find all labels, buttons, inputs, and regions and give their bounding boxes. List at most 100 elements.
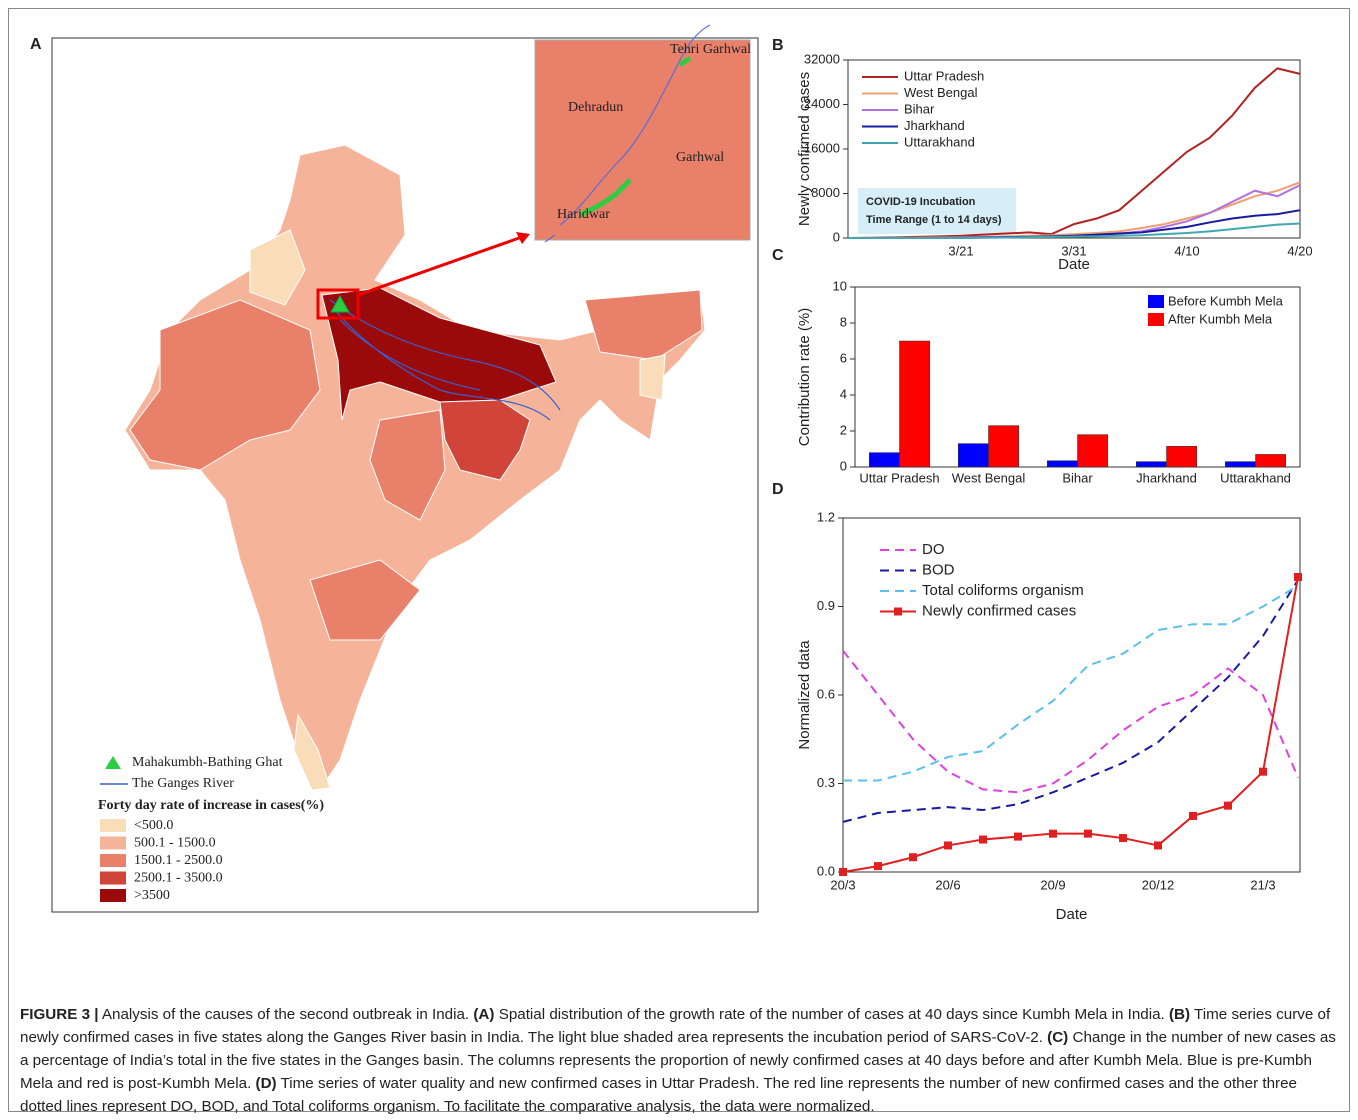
y-tick-label: 8 [840,314,847,329]
y-axis-label: Contribution rate (%) [796,308,813,446]
x-tick-label: Jharkhand [1136,470,1197,485]
caption: FIGURE 3 | Analysis of the causes of the… [20,1003,1338,1118]
inset-map [534,39,751,241]
y-tick-label: 0.3 [817,775,835,790]
point [979,835,987,844]
annotation: Time Range (1 to 14 days) [866,214,1002,226]
inset-label: Garhwal [676,150,724,165]
y-tick-label: 0.9 [817,598,835,613]
legend-text: After Kumbh Mela [1168,311,1273,326]
figure: A Tehri Garhwal Dehradun Garhwal Haridwa… [30,24,1313,923]
point [1049,829,1057,838]
y-tick-label: 0.6 [817,686,835,701]
series-line [842,579,1299,823]
legend-text: Uttar Pradesh [904,68,984,83]
bar [1166,446,1198,468]
annotation: COVID-19 Incubation [866,196,976,208]
legend-text: >3500 [134,888,170,903]
inset-label: Dehradun [568,100,623,115]
legend-text: 2500.1 - 3500.0 [134,871,223,886]
point [1084,829,1092,838]
legend-swatch [1148,295,1164,308]
legend-text: Newly confirmed cases [922,602,1076,619]
bar [1046,460,1078,468]
bar [1135,461,1167,468]
y-tick-label: 0.0 [817,863,835,878]
river [329,299,561,421]
series-line [842,576,1299,873]
figure-frame [8,8,1350,1112]
point [1189,811,1197,820]
y-tick-label: 32000 [804,51,840,66]
series-line [843,584,1299,782]
legend-text: Before Kumbh Mela [1168,293,1284,308]
x-axis-label: Date [1058,256,1090,273]
legend-text: 500.1 - 1500.0 [134,836,216,851]
legend-text: Bihar [904,101,935,116]
y-axis-label: Newly confirmed cases [796,72,813,226]
caption-text: (B) [1169,1006,1191,1023]
point [909,853,917,862]
legend-text: Jharkhand [904,118,965,133]
legend-text: 1500.1 - 2500.0 [134,853,223,868]
caption-text: Analysis of the causes of the second out… [98,1006,474,1023]
inset-label: Haridwar [557,207,610,222]
point [839,868,847,876]
region [249,229,306,306]
legend-swatch [100,871,126,885]
y-tick-label: 16000 [804,140,840,155]
y-tick-label: 1.2 [817,509,835,524]
arrow [357,235,523,297]
y-tick-label: 0 [833,229,840,244]
point [1014,832,1022,841]
legend-text: BOD [922,561,955,578]
inset-ghats [578,55,692,218]
x-tick-label: Uttar Pradesh [859,470,939,485]
caption-text: Change in the number of new cases as a p… [20,1029,1336,1092]
point [874,862,882,871]
ghat-marker [330,294,350,313]
caption-text: FIGURE 3 | [20,1006,99,1023]
y-tick-label: 24000 [804,96,840,111]
x-tick-label: Bihar [1062,470,1093,485]
x-tick-label: 21/3 [1250,877,1275,892]
highlight-box [316,288,360,320]
legend-swatch [100,889,126,902]
x-tick-label: 4/10 [1174,243,1199,258]
x-tick-label: 3/21 [948,243,973,258]
caption-text: (D) [255,1075,277,1092]
legend-title: Forty day rate of increase in cases(%) [98,798,324,813]
y-tick-label: 4 [840,386,847,401]
y-tick-label: 10 [833,278,847,293]
panel-label: C [772,247,784,264]
region [584,289,703,361]
x-tick-label: 20/6 [935,877,960,892]
incubation-shade [858,188,1016,234]
region [309,559,421,641]
legend-text: West Bengal [904,85,978,100]
bar [868,452,900,468]
legend-text: Total coliforms organism [922,582,1084,599]
legend-marker [894,607,902,616]
y-tick-label: 2 [840,422,847,437]
point [1294,573,1302,581]
region [369,409,446,521]
legend-swatch [1148,313,1164,326]
caption-text: Spatial distribution of the growth rate … [494,1006,1169,1023]
legend-text: Uttarakhand [904,134,975,149]
panel-label: A [30,36,42,53]
series-line [848,222,1301,239]
point [1259,767,1267,776]
legend-text: Mahakumbh-Bathing Ghat [132,755,283,770]
panel-label: D [772,481,784,498]
panel-label: B [772,37,784,54]
arrow-head [516,232,530,244]
x-tick-label: West Bengal [952,470,1026,485]
x-tick-label: 20/12 [1142,877,1175,892]
region [639,354,666,401]
caption-text: (C) [1047,1029,1069,1046]
bar [899,340,931,468]
point [1154,841,1162,850]
y-axis-label: Normalized data [796,640,813,750]
x-tick-label: 20/3 [830,877,855,892]
